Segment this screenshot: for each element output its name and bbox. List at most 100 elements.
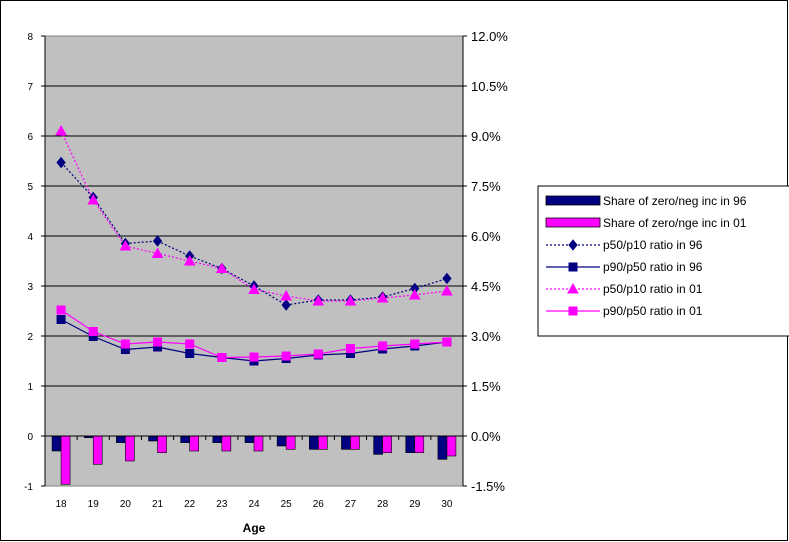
series-markers: [55, 124, 453, 366]
y2-tick-label: 7.5%: [471, 179, 501, 194]
x-tick-label: 21: [152, 499, 164, 510]
plot-area: [44, 35, 464, 487]
x-tick-label: 30: [441, 499, 453, 510]
y-tick-label: 3: [27, 282, 33, 293]
marker-diamond: [152, 235, 163, 247]
marker-triangle: [55, 124, 67, 136]
marker-triangle: [280, 289, 293, 301]
bar: [285, 435, 296, 450]
marker-square: [568, 262, 578, 272]
y-tick-label: 4: [27, 232, 33, 243]
marker-triangle: [344, 294, 357, 306]
y2-tick-label: 12.0%: [471, 29, 508, 44]
legend-label: p50/p10 ratio in 01: [603, 282, 703, 296]
legend: Share of zero/neg inc in 96 Share of zero…: [537, 185, 789, 337]
y2-tick-label: 6.0%: [471, 229, 501, 244]
y-tick-label: 2: [27, 332, 33, 343]
y-tick-label: 5: [27, 182, 33, 193]
marker-triangle: [183, 254, 196, 266]
marker-square: [410, 339, 420, 349]
y2-tick-label: -1.5%: [471, 479, 505, 494]
marker-diamond: [56, 156, 66, 169]
marker-triangle: [151, 247, 164, 258]
bar: [125, 435, 135, 462]
marker-square: [185, 339, 195, 349]
marker-square: [378, 341, 388, 351]
marker-square: [88, 327, 98, 336]
bar: [60, 435, 71, 485]
marker-diamond: [568, 239, 578, 251]
bar: [446, 435, 457, 457]
x-tick-label: 19: [88, 499, 100, 510]
bar: [373, 435, 383, 455]
marker-diamond: [281, 299, 291, 311]
marker-triangle: [408, 288, 421, 300]
x-tick-label: 24: [248, 499, 260, 510]
tick-labels: -1012345678-1.5%0.0%1.5%3.0%4.5%6.0%7.5%…: [24, 29, 508, 510]
y2-tick-label: 4.5%: [471, 279, 501, 294]
legend-label: p90/p50 ratio in 01: [603, 304, 703, 318]
x-axis-title: Age: [243, 521, 266, 535]
y2-tick-label: 1.5%: [471, 379, 501, 394]
gridlines: [45, 85, 463, 387]
bar: [437, 435, 448, 460]
marker-square: [217, 353, 227, 362]
marker-triangle: [119, 239, 132, 251]
marker-triangle: [248, 283, 260, 294]
y-tick-label: 0: [27, 432, 33, 443]
y2-tick-label: 9.0%: [471, 129, 501, 144]
marker-square: [313, 349, 323, 359]
x-tick-label: 25: [281, 499, 293, 510]
marker-triangle: [215, 262, 228, 273]
legend-label: p50/p10 ratio in 96: [603, 238, 703, 252]
legend-label: Share of zero/nge inc in 01: [603, 216, 747, 230]
marker-square: [153, 337, 163, 347]
axes: [41, 35, 467, 487]
bar: [51, 435, 62, 452]
legend-swatch: [545, 217, 601, 228]
y-tick-label: 8: [27, 32, 33, 43]
x-tick-label: 23: [216, 499, 228, 510]
marker-triangle: [376, 291, 389, 303]
marker-square: [56, 305, 66, 315]
marker-square: [56, 315, 66, 324]
marker-diamond: [442, 272, 452, 285]
bar: [212, 435, 223, 443]
marker-triangle: [312, 294, 325, 306]
marker-square: [568, 306, 578, 316]
marker-square: [185, 349, 195, 358]
bar: [341, 435, 351, 450]
marker-square: [442, 337, 452, 347]
bar: [92, 435, 103, 465]
y2-tick-label: 3.0%: [471, 329, 501, 344]
x-tick-label: 26: [313, 499, 325, 510]
bar: [157, 435, 167, 453]
x-tick-label: 20: [120, 499, 132, 510]
x-tick-label: 29: [409, 499, 421, 510]
bar: [189, 435, 199, 452]
bar: [244, 435, 255, 443]
bar: [350, 435, 360, 450]
bar: [180, 435, 190, 443]
bar: [414, 435, 425, 453]
bar: [276, 435, 287, 447]
y2-tick-label: 10.5%: [471, 79, 508, 94]
marker-square: [120, 339, 130, 349]
bar: [318, 435, 328, 450]
bar: [382, 435, 392, 453]
y-tick-label: 1: [27, 382, 33, 393]
y-tick-label: 6: [27, 132, 33, 143]
legend-items: Share of zero/neg inc in 96 Share of zero…: [545, 194, 747, 318]
y-tick-label: -1: [24, 482, 33, 493]
bar: [148, 435, 158, 442]
y2-tick-label: 0.0%: [471, 429, 501, 444]
bar: [253, 435, 264, 452]
x-tick-label: 28: [377, 499, 389, 510]
marker-square: [345, 344, 355, 353]
y-tick-label: 7: [27, 82, 33, 93]
x-tick-label: 22: [184, 499, 196, 510]
x-tick-label: 18: [56, 499, 68, 510]
marker-triangle: [441, 284, 453, 296]
marker-square: [249, 352, 259, 362]
